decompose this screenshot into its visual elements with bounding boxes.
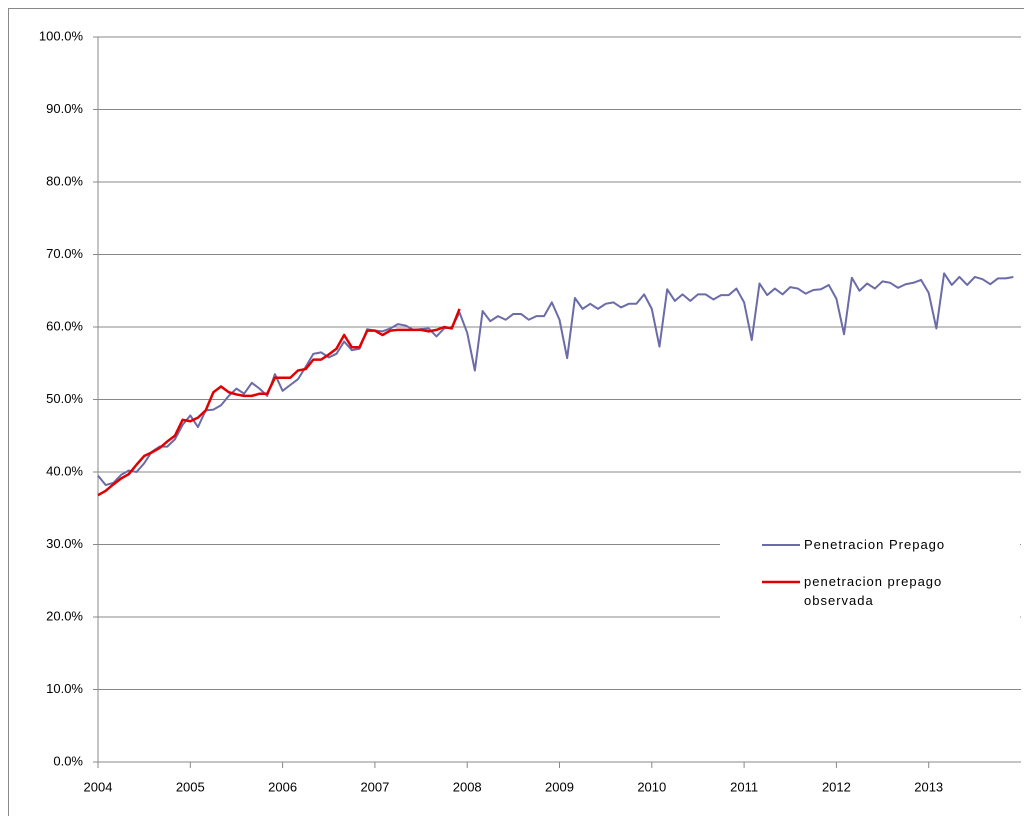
- y-tick-label: 10.0%: [46, 681, 83, 696]
- x-tick-label: 2012: [822, 779, 851, 794]
- y-tick-label: 100.0%: [39, 28, 84, 43]
- legend-entry: Penetracion Prepago: [804, 537, 946, 552]
- legend-label: penetracion prepago observada: [804, 574, 943, 608]
- series-line: [97, 308, 461, 497]
- legend-box: [720, 526, 1020, 651]
- y-tick-label: 70.0%: [46, 246, 83, 261]
- y-tick-label: 50.0%: [46, 391, 83, 406]
- x-tick-label: 2007: [360, 779, 389, 794]
- x-tick-label: 2008: [453, 779, 482, 794]
- x-tick-label: 2009: [545, 779, 574, 794]
- y-tick-label: 0.0%: [53, 753, 83, 768]
- x-tick-label: 2006: [268, 779, 297, 794]
- x-tick-label: 2004: [84, 779, 113, 794]
- chart-border: [8, 8, 1024, 816]
- series-line: [97, 272, 1014, 487]
- y-tick-label: 40.0%: [46, 463, 83, 478]
- x-tick-label: 2011: [730, 779, 758, 794]
- y-tick-label: 60.0%: [46, 318, 83, 333]
- y-tick-label: 80.0%: [46, 173, 83, 188]
- legend-label: Penetracion Prepago: [804, 537, 946, 552]
- y-tick-label: 20.0%: [46, 608, 83, 623]
- legend-entry: penetracion prepago observada: [804, 574, 943, 608]
- y-tick-label: 30.0%: [46, 536, 83, 551]
- x-tick-label: 2013: [914, 779, 943, 794]
- x-tick-label: 2005: [176, 779, 205, 794]
- y-tick-label: 90.0%: [46, 101, 83, 116]
- x-tick-label: 2010: [637, 779, 666, 794]
